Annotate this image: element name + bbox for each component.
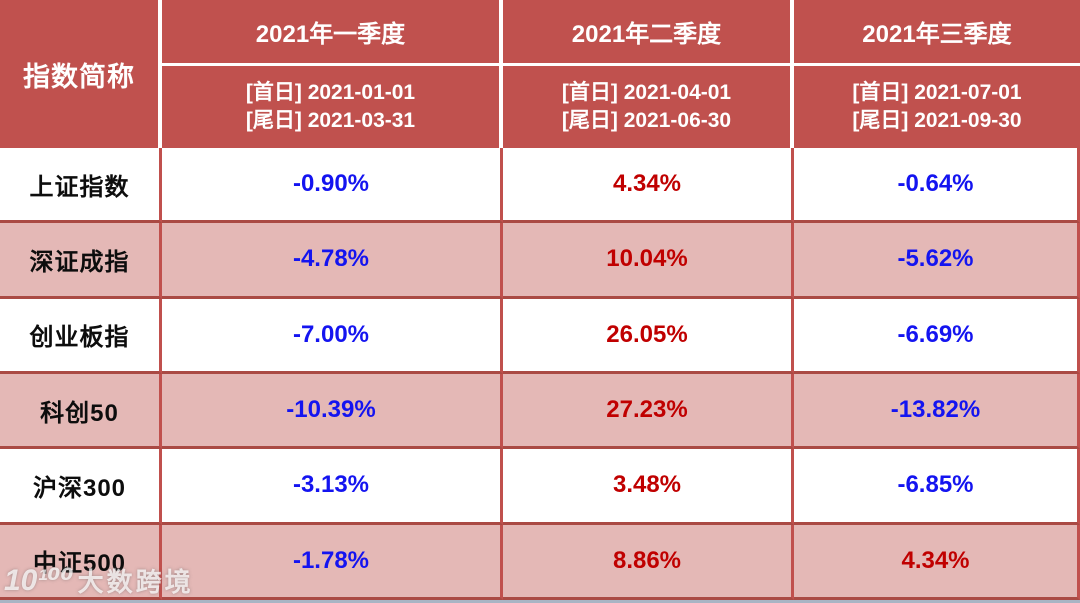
index-name: 上证指数 [0, 148, 162, 224]
index-name: 科创50 [0, 374, 162, 450]
q1-last-day: [尾日] 2021-03-31 [245, 109, 416, 132]
q1-value: -4.78% [162, 223, 503, 299]
q1-value: -3.13% [162, 449, 503, 525]
q3-value: -0.64% [794, 148, 1080, 224]
index-name: 创业板指 [0, 298, 162, 374]
q1-value: -0.90% [162, 148, 503, 224]
q3-value: 4.34% [794, 524, 1080, 600]
q2-last-day: [尾日] 2021-06-30 [561, 109, 732, 132]
q3-value: -6.69% [794, 298, 1080, 374]
q3-first-day: [首日] 2021-07-01 [852, 80, 1022, 104]
q3-value: -6.85% [794, 449, 1080, 525]
q1-value: -1.78% [162, 524, 503, 600]
header-q2-title: 2021年二季度 [503, 0, 794, 66]
q2-first-day: [首日] 2021-04-01 [561, 80, 732, 104]
index-name: 沪深300 [0, 449, 162, 525]
q2-value: 4.34% [503, 148, 794, 224]
q3-value: -13.82% [794, 374, 1080, 450]
q2-value: 3.48% [503, 449, 794, 525]
header-q1-title: 2021年一季度 [162, 0, 503, 66]
header-q1-dates: [首日] 2021-01-01 [尾日] 2021-03-31 [162, 66, 503, 148]
q1-first-day: [首日] 2021-01-01 [245, 80, 416, 104]
bottom-edge-divider [0, 600, 1080, 603]
header-q3-title: 2021年三季度 [794, 0, 1080, 66]
q2-value: 27.23% [503, 374, 794, 450]
q2-value: 10.04% [503, 223, 794, 299]
index-name: 深证成指 [0, 223, 162, 299]
header-q3-dates: [首日] 2021-07-01 [尾日] 2021-09-30 [794, 66, 1080, 148]
q3-last-day: [尾日] 2021-09-30 [852, 109, 1022, 132]
header-q2-dates: [首日] 2021-04-01 [尾日] 2021-06-30 [503, 66, 794, 148]
q3-value: -5.62% [794, 223, 1080, 299]
q2-value: 8.86% [503, 524, 794, 600]
q1-value: -7.00% [162, 298, 503, 374]
q2-value: 26.05% [503, 298, 794, 374]
header-index-label: 指数简称 [0, 0, 162, 148]
q1-value: -10.39% [162, 374, 503, 450]
index-name: 中证500 [0, 524, 162, 600]
